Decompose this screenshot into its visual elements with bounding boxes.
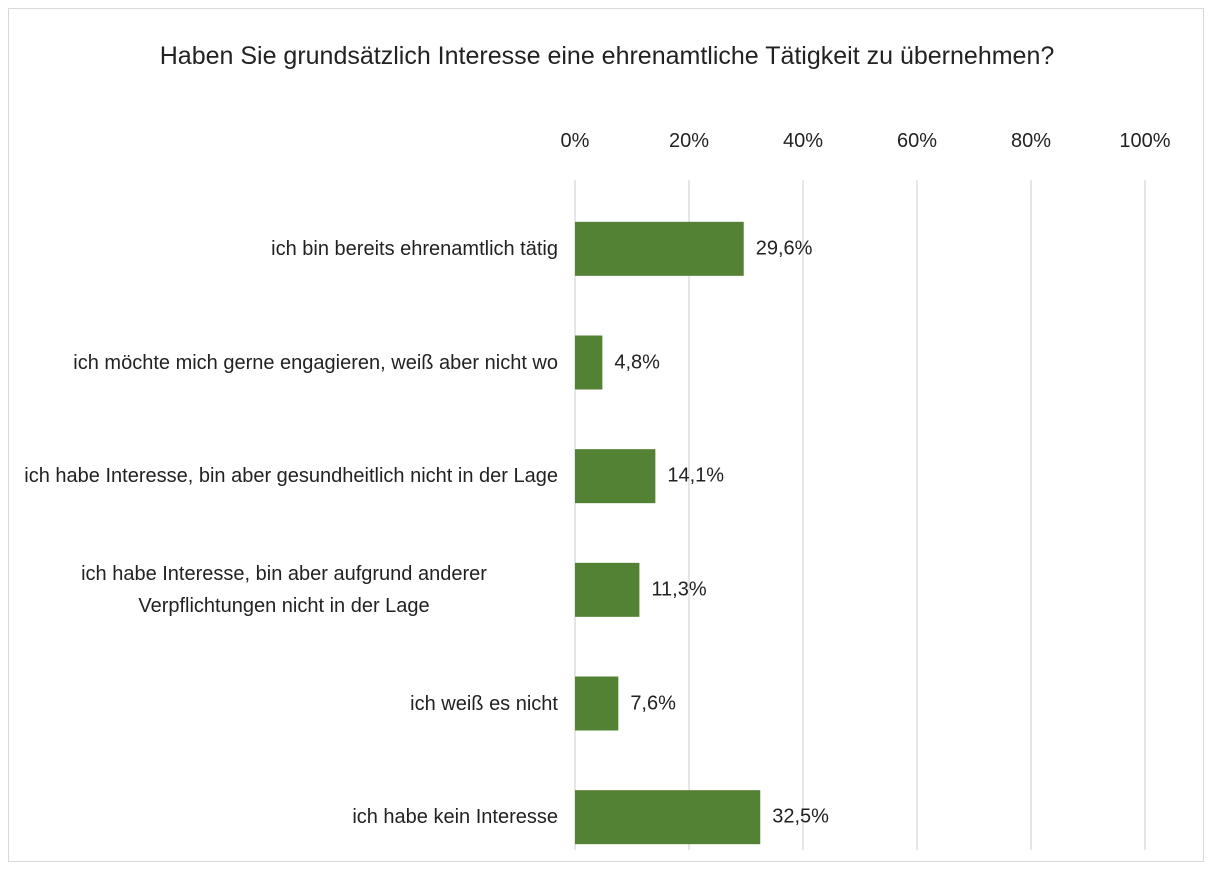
x-tick-label: 100% — [1119, 130, 1171, 152]
x-tick-label: 40% — [782, 130, 824, 152]
category-text: ich habe Interesse, bin aber aufgrund an… — [81, 562, 487, 617]
category-label: ich möchte mich gerne engagieren, weiß a… — [10, 347, 558, 379]
category-text: ich weiß es nicht — [410, 692, 558, 715]
category-text: ich habe Interesse, bin aber gesundheitl… — [24, 465, 558, 488]
bar — [575, 676, 619, 731]
chart-title: Haben Sie grundsätzlich Interesse eine e… — [159, 42, 1055, 70]
category-text: ich habe kein Interesse — [352, 806, 558, 829]
x-tick-label: 80% — [1010, 130, 1052, 152]
bar — [575, 449, 656, 504]
data-label: 14,1% — [667, 464, 725, 487]
category-label: ich habe Interesse, bin aber aufgrund an… — [10, 558, 558, 622]
data-label: 29,6% — [755, 237, 813, 260]
bar — [575, 335, 603, 390]
bar — [575, 790, 761, 845]
data-label: 11,3% — [651, 578, 707, 601]
bar — [575, 562, 640, 617]
x-tick-label: 60% — [896, 130, 938, 152]
category-label: ich bin bereits ehrenamtlich tätig — [10, 233, 558, 265]
category-label: ich weiß es nicht — [10, 688, 558, 720]
bar — [575, 221, 744, 276]
category-label: ich habe kein Interesse — [10, 801, 558, 833]
category-text: ich möchte mich gerne engagieren, weiß a… — [73, 351, 558, 374]
category-text: ich bin bereits ehrenamtlich tätig — [271, 237, 558, 260]
data-label: 4,8% — [614, 351, 660, 373]
chart-frame — [8, 8, 1204, 862]
x-tick-label: 20% — [668, 130, 710, 152]
x-tick-label: 0% — [560, 130, 590, 152]
category-label: ich habe Interesse, bin aber gesundheitl… — [10, 460, 558, 492]
data-label: 7,6% — [630, 692, 676, 714]
data-label: 32,5% — [772, 805, 829, 828]
